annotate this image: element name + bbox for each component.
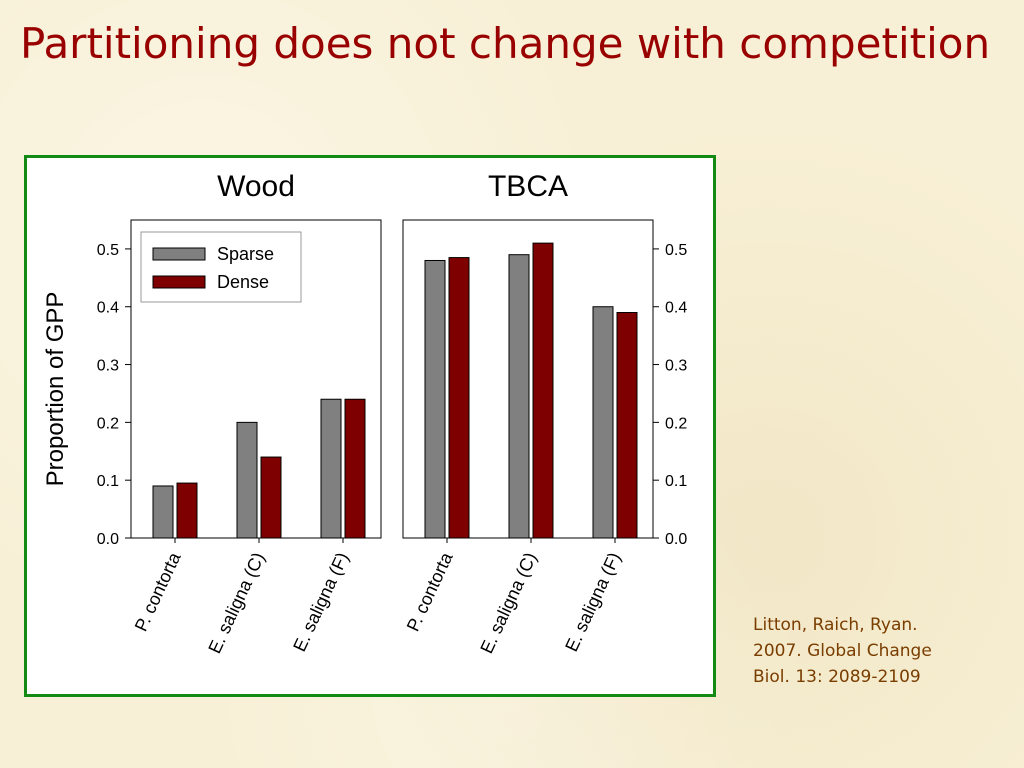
category-label: E. saligna (C) [204,549,268,656]
y-tick-label: 0.3 [665,358,687,375]
bar-dense [344,398,366,539]
category-label: E. saligna (F) [561,549,624,654]
bar-sparse [320,398,342,539]
legend-swatch-dense [152,275,206,289]
y-tick-label: 0.0 [665,531,687,548]
y-axis-label: Proportion of GPP [42,292,69,487]
citation-line-2: 2007. Global Change [753,641,932,661]
citation-line-3: Biol. 13: 2089-2109 [753,667,921,687]
legend-swatch-sparse [152,247,206,261]
y-tick-label: 0.0 [97,531,119,548]
bar-sparse [236,421,258,539]
legend-label: Dense [217,272,269,292]
category-label: E. saligna (C) [476,549,540,656]
bar-dense [532,242,554,539]
citation: Litton, Raich, Ryan. 2007. Global Change… [753,612,1003,690]
legend-box [140,231,302,303]
bar-sparse [424,259,446,539]
y-tick-label: 0.1 [97,473,119,490]
panel-title: Wood [217,170,295,203]
y-tick-label: 0.4 [665,300,687,317]
bar-sparse [152,485,174,539]
bar-sparse [592,306,614,539]
citation-line-1: Litton, Raich, Ryan. [753,615,918,635]
y-tick-label: 0.2 [97,415,119,432]
legend-label: Sparse [217,244,274,264]
slide-title: Partitioning does not change with compet… [20,19,991,68]
y-tick-label: 0.1 [665,473,687,490]
category-label: E. saligna (F) [289,549,352,654]
chart-area: Wood 0.0 0.1 0.2 0.3 0.4 0.5 P. contorta E. sali… [42,170,687,657]
y-tick-label: 0.5 [97,242,119,259]
category-label: P. contorta [403,548,457,634]
y-tick-label: 0.4 [97,300,119,317]
y-tick-label: 0.3 [97,358,119,375]
category-label: P. contorta [131,548,185,634]
y-tick-label: 0.5 [665,242,687,259]
bar-dense [448,257,470,539]
y-tick-label: 0.2 [665,415,687,432]
chart-frame: Wood 0.0 0.1 0.2 0.3 0.4 0.5 P. contorta E. sali… [24,155,716,697]
bar-dense [616,312,638,539]
bar-sparse [508,254,530,539]
bar-dense [176,482,198,539]
panel-title: TBCA [488,170,568,203]
bar-dense [260,456,282,539]
